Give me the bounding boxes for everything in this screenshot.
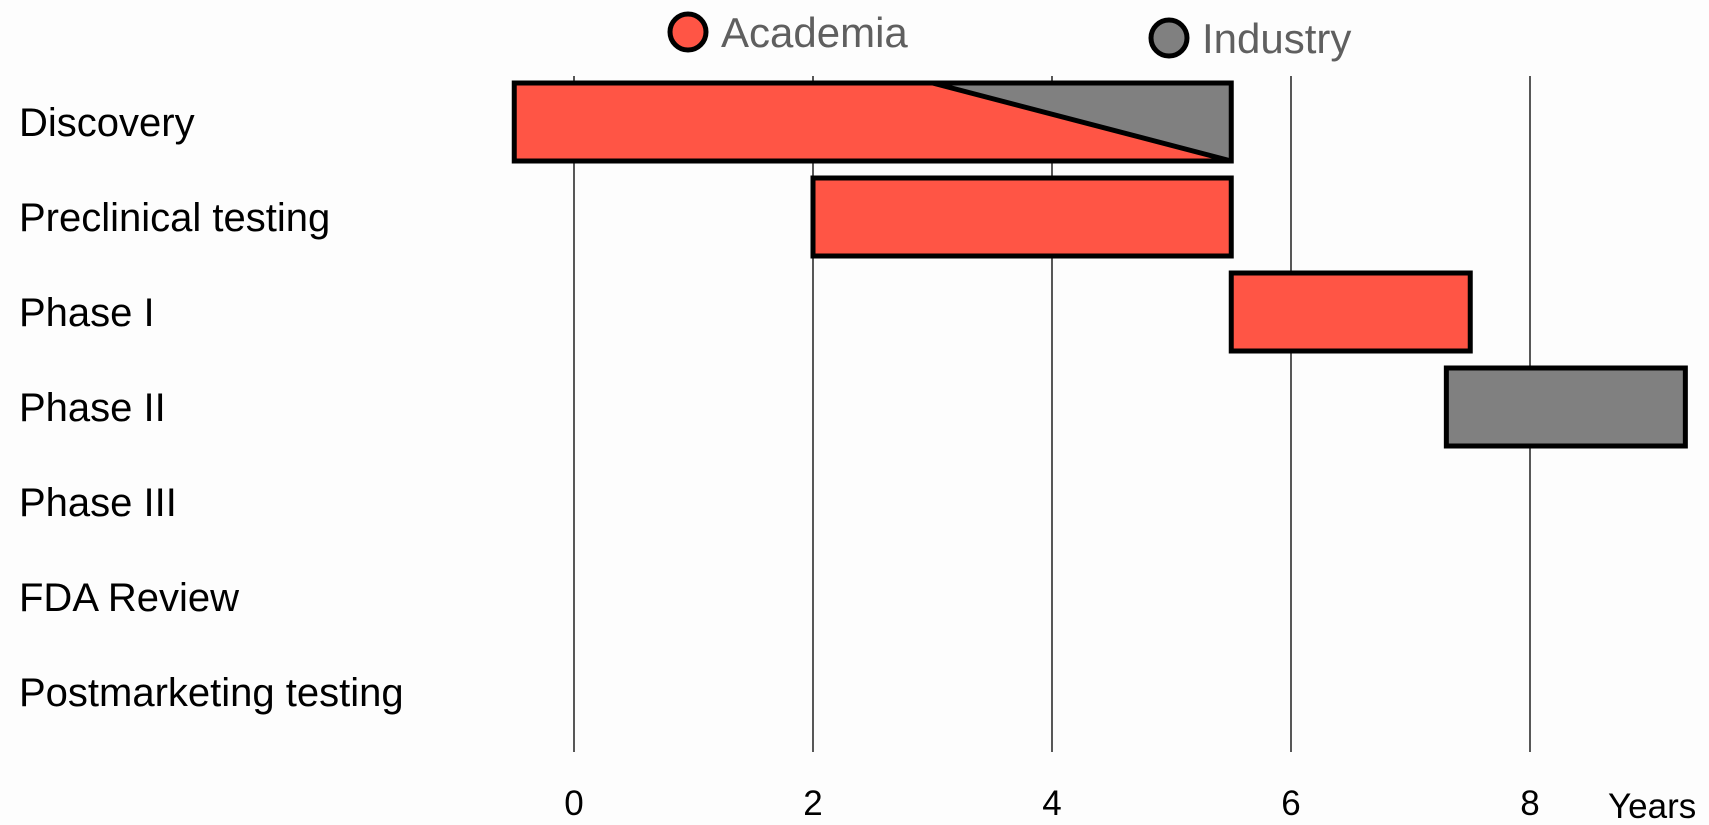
- phase-label-phase-i: Phase I: [19, 291, 155, 335]
- x-tick-label-4: 4: [1042, 784, 1061, 823]
- phase-label-discovery: Discovery: [19, 101, 195, 145]
- bar-phase-ii: [1443, 365, 1688, 449]
- phase-label-phase-ii: Phase II: [19, 386, 166, 430]
- bar-discovery-academia-part: [514, 83, 1232, 161]
- phase-label-phase-iii: Phase III: [19, 481, 177, 525]
- legend-label-academia: Academia: [721, 9, 908, 56]
- phase-label-fda-review: FDA Review: [19, 576, 239, 620]
- bar-discovery-divider: [931, 80, 1232, 164]
- phase-labels: Discovery Preclinical testing Phase I Phase…: [19, 101, 404, 715]
- legend-marker-academia: [667, 11, 709, 53]
- x-axis-unit-label: Years: [1608, 787, 1696, 825]
- phase-label-postmarketing-testing: Postmarketing testing: [19, 671, 404, 715]
- legend-label-industry: Industry: [1202, 15, 1351, 62]
- x-tick-label-6: 6: [1281, 784, 1300, 823]
- bar-preclinical-testing: [810, 175, 1234, 259]
- legend-marker-industry: [1148, 17, 1190, 59]
- x-tick-label-2: 2: [803, 784, 822, 823]
- bars: [511, 80, 1688, 449]
- phase-label-preclinical-testing: Preclinical testing: [19, 196, 330, 240]
- bar-phase-i: [1228, 270, 1473, 354]
- x-axis: 0246810121416Years: [564, 784, 1696, 825]
- bar-discovery-outline: [511, 80, 1234, 164]
- x-tick-label-0: 0: [564, 784, 583, 823]
- legend: Academia Industry: [667, 9, 1351, 62]
- x-tick-label-8: 8: [1520, 784, 1539, 823]
